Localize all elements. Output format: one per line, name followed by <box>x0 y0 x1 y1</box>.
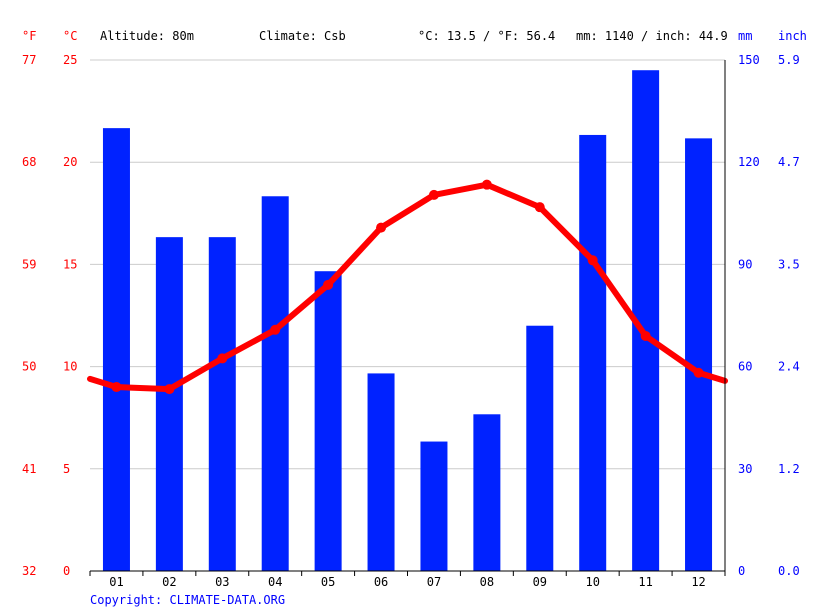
month-label: 06 <box>374 575 388 589</box>
precipitation-bar <box>367 373 395 571</box>
climate-label: Climate: Csb <box>259 29 346 43</box>
temperature-point <box>164 384 175 395</box>
copyright-text: Copyright: CLIMATE-DATA.ORG <box>90 593 285 607</box>
inch-tick-label: 4.7 <box>778 155 800 169</box>
fahrenheit-tick-label: 50 <box>22 360 36 374</box>
precipitation-bar <box>208 237 236 571</box>
temperature-point <box>111 382 122 393</box>
temperature-point <box>693 367 704 378</box>
fahrenheit-unit-label: °F <box>22 29 36 43</box>
precipitation-bar <box>102 128 130 571</box>
fahrenheit-tick-label: 59 <box>22 257 36 271</box>
mm-unit-label: mm <box>738 29 752 43</box>
month-label: 10 <box>585 575 599 589</box>
precipitation-bar <box>473 414 501 571</box>
celsius-tick-label: 15 <box>63 257 77 271</box>
fahrenheit-tick-label: 77 <box>22 53 36 67</box>
temperature-line <box>87 181 728 393</box>
precipitation-bar <box>526 325 554 571</box>
celsius-tick-label: 10 <box>63 360 77 374</box>
gridlines <box>90 59 725 470</box>
inch-unit-label: inch <box>778 29 807 43</box>
mm-tick-label: 30 <box>738 462 752 476</box>
temperature-line-group <box>87 179 728 395</box>
temperature-point <box>217 353 228 364</box>
month-labels: 01 02 03 04 05 06 07 08 09 10 11 12 <box>109 575 706 589</box>
temperature-point <box>640 330 651 341</box>
inch-tick-label: 2.4 <box>778 360 800 374</box>
precipitation-bar <box>579 134 607 572</box>
month-label: 09 <box>533 575 547 589</box>
left-axis-ticks: 77 25 68 20 59 15 50 10 41 5 32 0 <box>22 53 77 578</box>
celsius-unit-label: °C <box>63 29 77 43</box>
mm-tick-label: 150 <box>738 53 760 67</box>
month-label: 07 <box>427 575 441 589</box>
month-label: 12 <box>691 575 705 589</box>
precipitation-bars <box>102 70 713 572</box>
celsius-tick-label: 0 <box>63 564 70 578</box>
precipitation-bar <box>261 196 289 571</box>
temperature-point <box>481 179 492 190</box>
temperature-point <box>376 222 387 233</box>
month-label: 11 <box>638 575 652 589</box>
fahrenheit-tick-label: 68 <box>22 155 36 169</box>
precipitation-bar <box>314 271 342 571</box>
mm-tick-label: 60 <box>738 360 752 374</box>
mm-tick-label: 90 <box>738 257 752 271</box>
month-label: 02 <box>162 575 176 589</box>
x-axis <box>89 60 726 576</box>
precipitation-bar <box>685 138 713 571</box>
right-axis-ticks: 150 5.9 120 4.7 90 3.5 60 2.4 30 1.2 0 0.0 <box>738 53 800 578</box>
celsius-tick-label: 5 <box>63 462 70 476</box>
precipitation-bar <box>420 441 448 571</box>
month-label: 01 <box>109 575 123 589</box>
temperature-summary: °C: 13.5 / °F: 56.4 <box>418 29 555 43</box>
precipitation-summary: mm: 1140 / inch: 44.9 <box>576 29 728 43</box>
month-label: 03 <box>215 575 229 589</box>
celsius-tick-label: 20 <box>63 155 77 169</box>
fahrenheit-tick-label: 41 <box>22 462 36 476</box>
temperature-point <box>534 202 545 213</box>
mm-tick-label: 0 <box>738 564 745 578</box>
fahrenheit-tick-label: 32 <box>22 564 36 578</box>
inch-tick-label: 1.2 <box>778 462 800 476</box>
month-label: 04 <box>268 575 282 589</box>
temperature-point <box>428 189 439 200</box>
temperature-point <box>587 255 598 266</box>
precipitation-bar <box>155 237 183 571</box>
temperature-point <box>270 324 281 335</box>
mm-tick-label: 120 <box>738 155 760 169</box>
temperature-point <box>323 279 334 290</box>
altitude-label: Altitude: 80m <box>100 29 194 43</box>
inch-tick-label: 3.5 <box>778 257 800 271</box>
inch-tick-label: 0.0 <box>778 564 800 578</box>
month-label: 08 <box>480 575 494 589</box>
inch-tick-label: 5.9 <box>778 53 800 67</box>
celsius-tick-label: 25 <box>63 53 77 67</box>
month-label: 05 <box>321 575 335 589</box>
